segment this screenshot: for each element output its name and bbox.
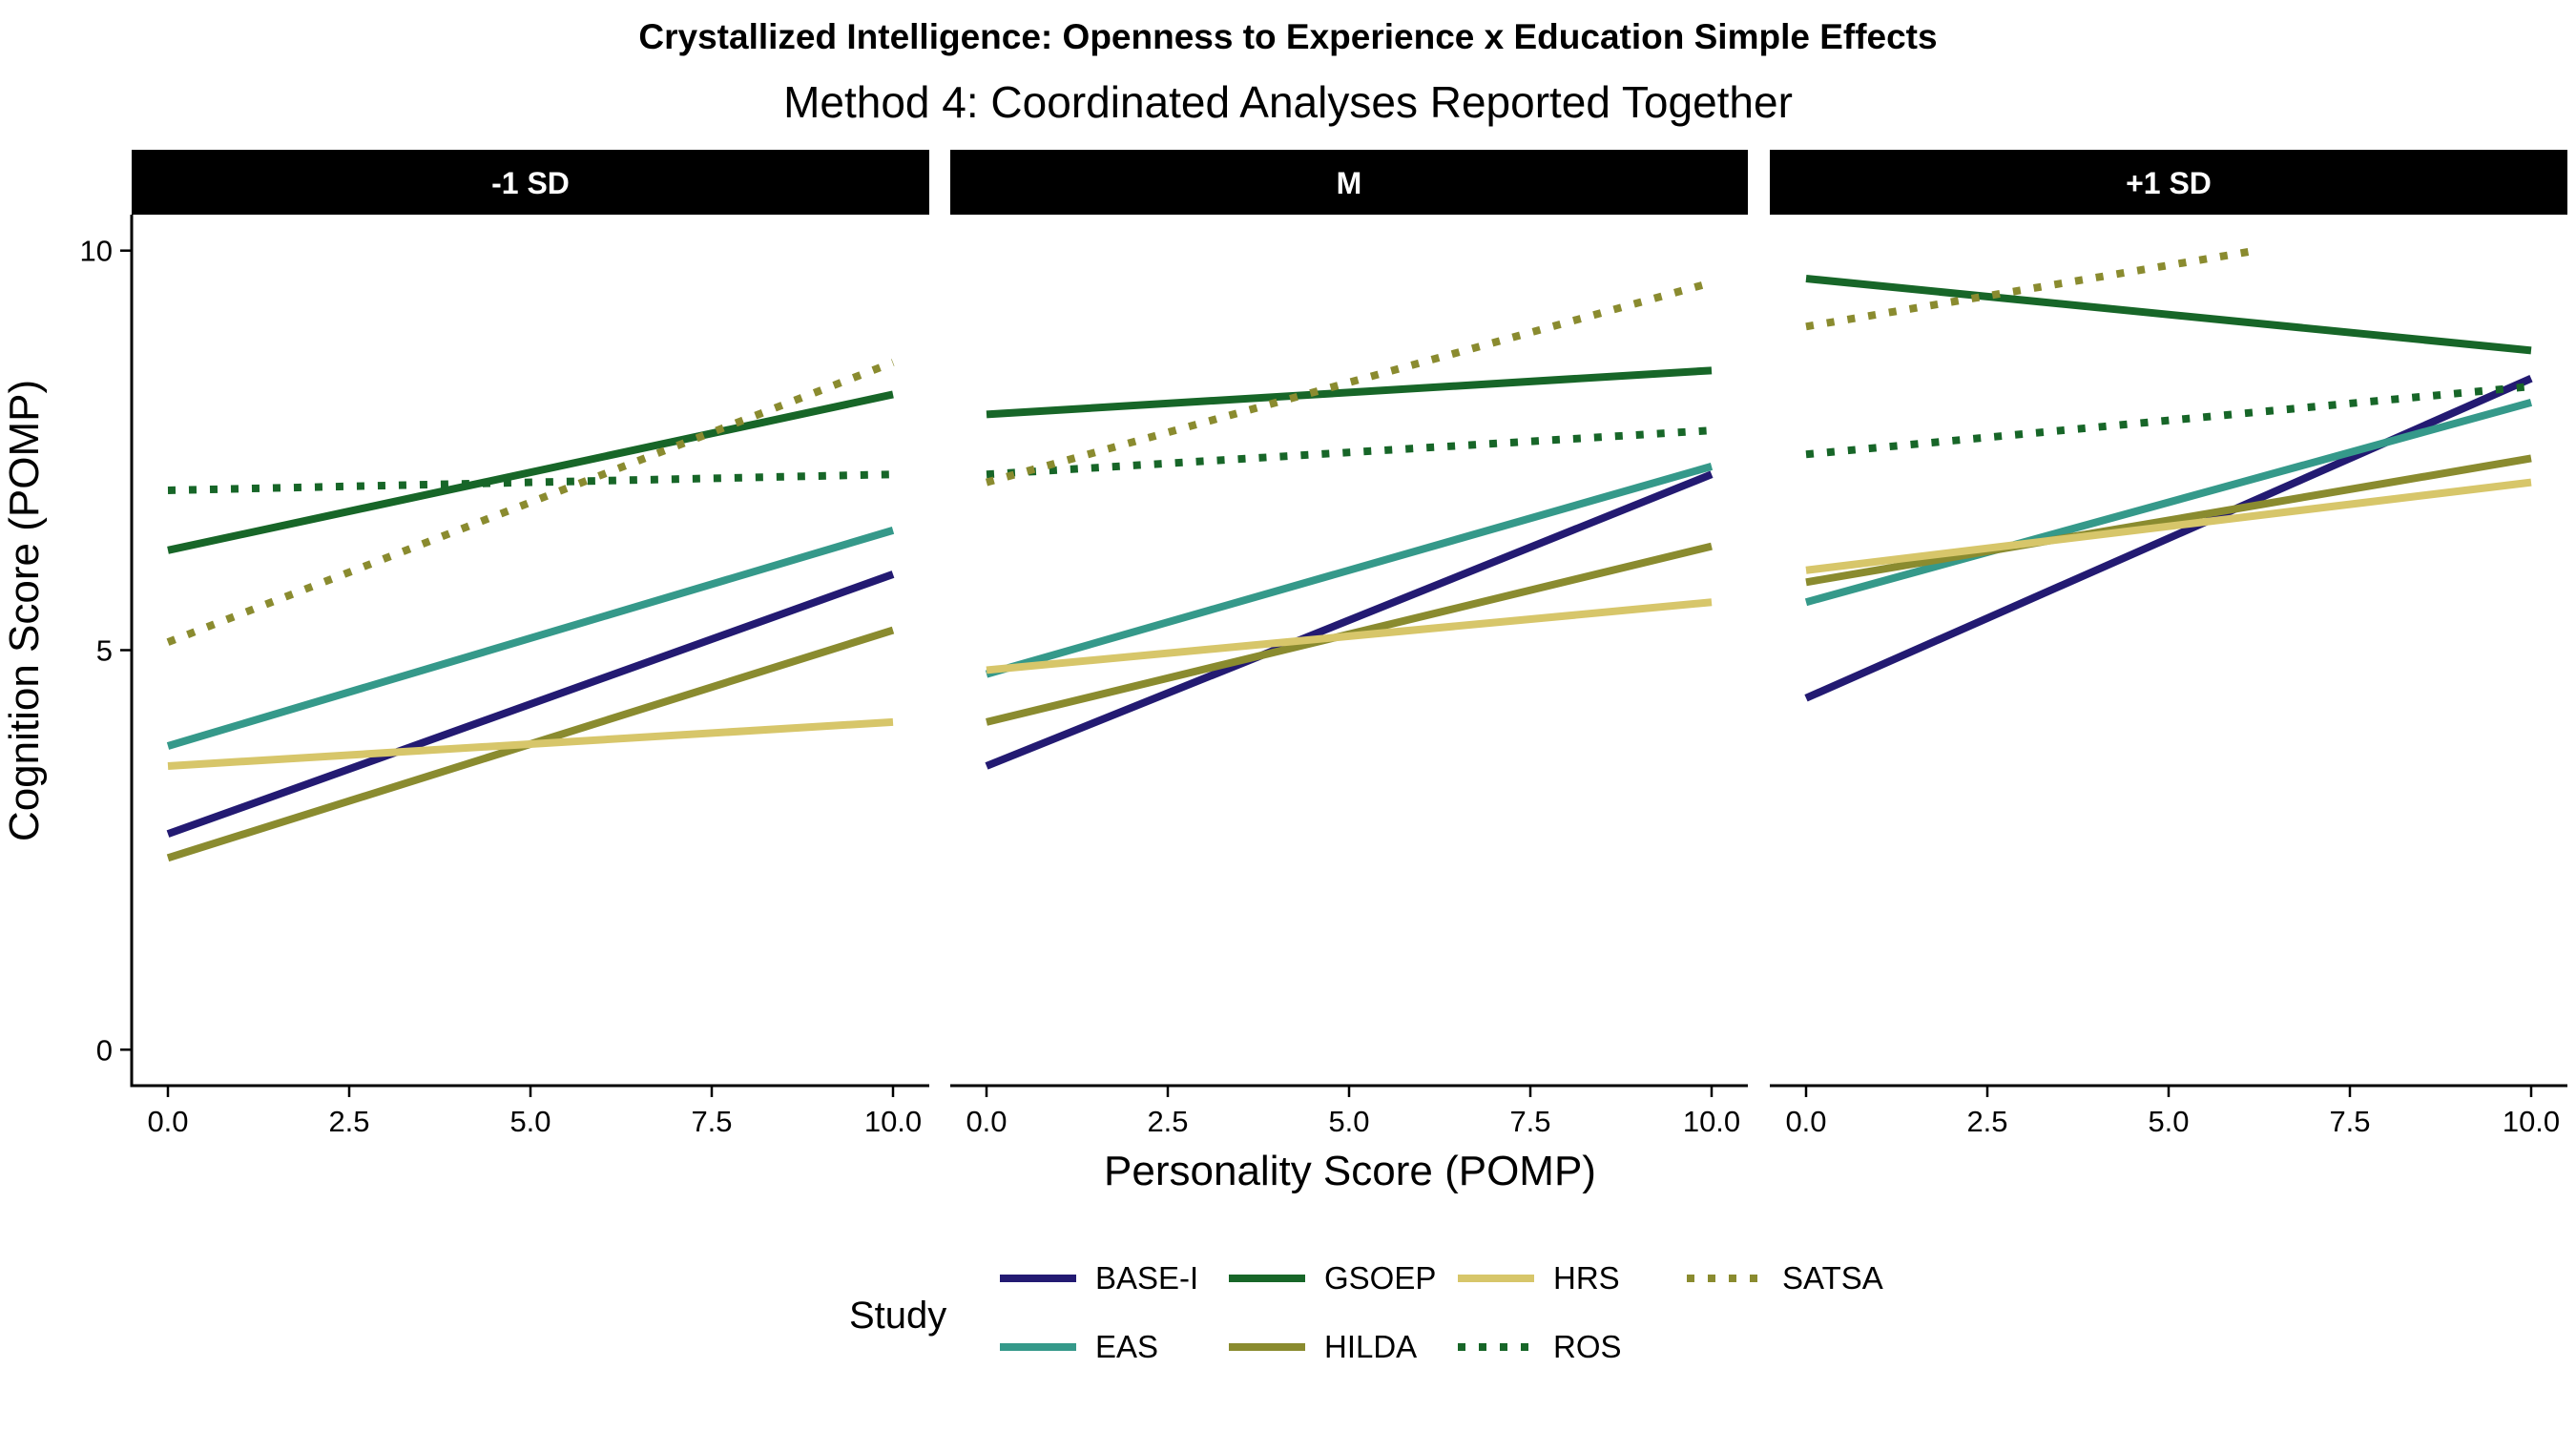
series-line-ros	[167, 470, 894, 494]
legend-item-ros: ROS	[1450, 1323, 1622, 1371]
y-tick-label: 0	[96, 1033, 113, 1067]
legend-item-satsa: SATSA	[1679, 1255, 1883, 1302]
panel-strip-label: M	[1337, 166, 1362, 200]
legend-item-base-i: BASE-I	[992, 1255, 1198, 1302]
legend-label: GSOEP	[1324, 1260, 1437, 1296]
panel-strip-label: -1 SD	[491, 166, 570, 200]
legend: Study BASE-I EAS GSOEP HILDA HRS ROS SATSA	[849, 1255, 1899, 1398]
legend-key-satsa	[1687, 1275, 1763, 1282]
x-tick-label: 10.0	[864, 1105, 922, 1138]
legend-item-gsoep: GSOEP	[1221, 1255, 1436, 1302]
series-line-gsoep	[1805, 275, 2532, 355]
x-tick-label: 10.0	[2503, 1105, 2560, 1138]
legend-key-gsoep	[1229, 1275, 1305, 1282]
chart-subtitle: Method 4: Coordinated Analyses Reported …	[783, 77, 1793, 127]
series-line-gsoep	[986, 366, 1713, 419]
x-tick-label: 7.5	[1509, 1105, 1550, 1138]
panel-2: +1 SD 0.0 2.5 5.0 7.5 10.0	[1770, 150, 2567, 1138]
legend-key-ros	[1458, 1343, 1534, 1351]
x-tick-label: 2.5	[1147, 1105, 1188, 1138]
chart-panels: -1 SD0.0 2.5 5.0 7.5 10.0M0.0 2.5 5.0 7.5 10.0+1…	[132, 150, 2567, 1138]
legend-key-base-i	[1000, 1275, 1076, 1282]
x-tick-label: 7.5	[2329, 1105, 2370, 1138]
series-line-eas	[985, 463, 1714, 678]
legend-label: ROS	[1553, 1329, 1622, 1364]
x-tick-label: 5.0	[509, 1105, 551, 1138]
panel-strip-label: +1 SD	[2126, 166, 2212, 200]
x-tick-label: 10.0	[1683, 1105, 1740, 1138]
panel-strip	[132, 150, 929, 215]
legend-label: SATSA	[1782, 1260, 1883, 1296]
series-line-eas	[166, 527, 895, 750]
series-line-base-i	[166, 570, 895, 838]
panel-strip	[1770, 150, 2567, 215]
x-tick-label: 0.0	[1785, 1105, 1826, 1138]
series-line-base-i	[1804, 375, 2533, 702]
legend-label: HILDA	[1324, 1329, 1418, 1364]
legend-title: Study	[849, 1295, 947, 1337]
series-line-hilda	[1805, 454, 2532, 587]
y-axis-title: Cognition Score (POMP)	[1, 380, 48, 841]
y-tick-label: 5	[96, 634, 113, 668]
series-line-eas	[1804, 398, 2533, 607]
legend-item-hrs: HRS	[1450, 1255, 1620, 1302]
x-tick-label: 0.0	[147, 1105, 188, 1138]
x-tick-label: 5.0	[1328, 1105, 1369, 1138]
series-line-hrs	[167, 717, 894, 770]
legend-item-hilda: HILDA	[1221, 1323, 1417, 1371]
x-tick-label: 0.0	[966, 1105, 1007, 1138]
x-tick-label: 5.0	[2148, 1105, 2189, 1138]
legend-key-hrs	[1458, 1275, 1534, 1282]
series-line-ros	[1805, 383, 2532, 459]
legend-label: BASE-I	[1095, 1260, 1199, 1296]
legend-label: EAS	[1095, 1329, 1159, 1364]
y-axis: 0 5 10	[80, 215, 134, 1088]
x-axis-title: Personality Score (POMP)	[1104, 1148, 1596, 1194]
series-line-hrs	[986, 598, 1713, 674]
panel-1: M 0.0 2.5 5.0 7.5 10.0	[950, 150, 1748, 1138]
series-line-base-i	[985, 470, 1714, 770]
x-tick-label: 7.5	[691, 1105, 732, 1138]
series-line-satsa	[1805, 246, 2256, 331]
series-line-ros	[986, 426, 1713, 479]
x-tick-label: 2.5	[328, 1105, 369, 1138]
faceted-line-chart: -1 SD0.0 2.5 5.0 7.5 10.0M0.0 2.5 5.0 7.5 10.0+1…	[1, 150, 2567, 1194]
panel-0: -1 SD 0.0 2.5 5.0 7.5 10.0	[132, 150, 929, 1138]
series-line-gsoep	[167, 390, 894, 554]
series-line-satsa	[166, 359, 895, 646]
legend-key-hilda	[1229, 1343, 1305, 1351]
chart-title: Crystallized Intelligence: Openness to E…	[638, 17, 1938, 56]
legend-label: HRS	[1553, 1260, 1620, 1296]
y-tick-label: 10	[80, 235, 113, 268]
panel-strip	[950, 150, 1748, 215]
series-line-hrs	[1805, 478, 2532, 574]
x-tick-label: 2.5	[1966, 1105, 2007, 1138]
legend-item-eas: EAS	[992, 1323, 1158, 1371]
legend-key-eas	[1000, 1343, 1076, 1351]
